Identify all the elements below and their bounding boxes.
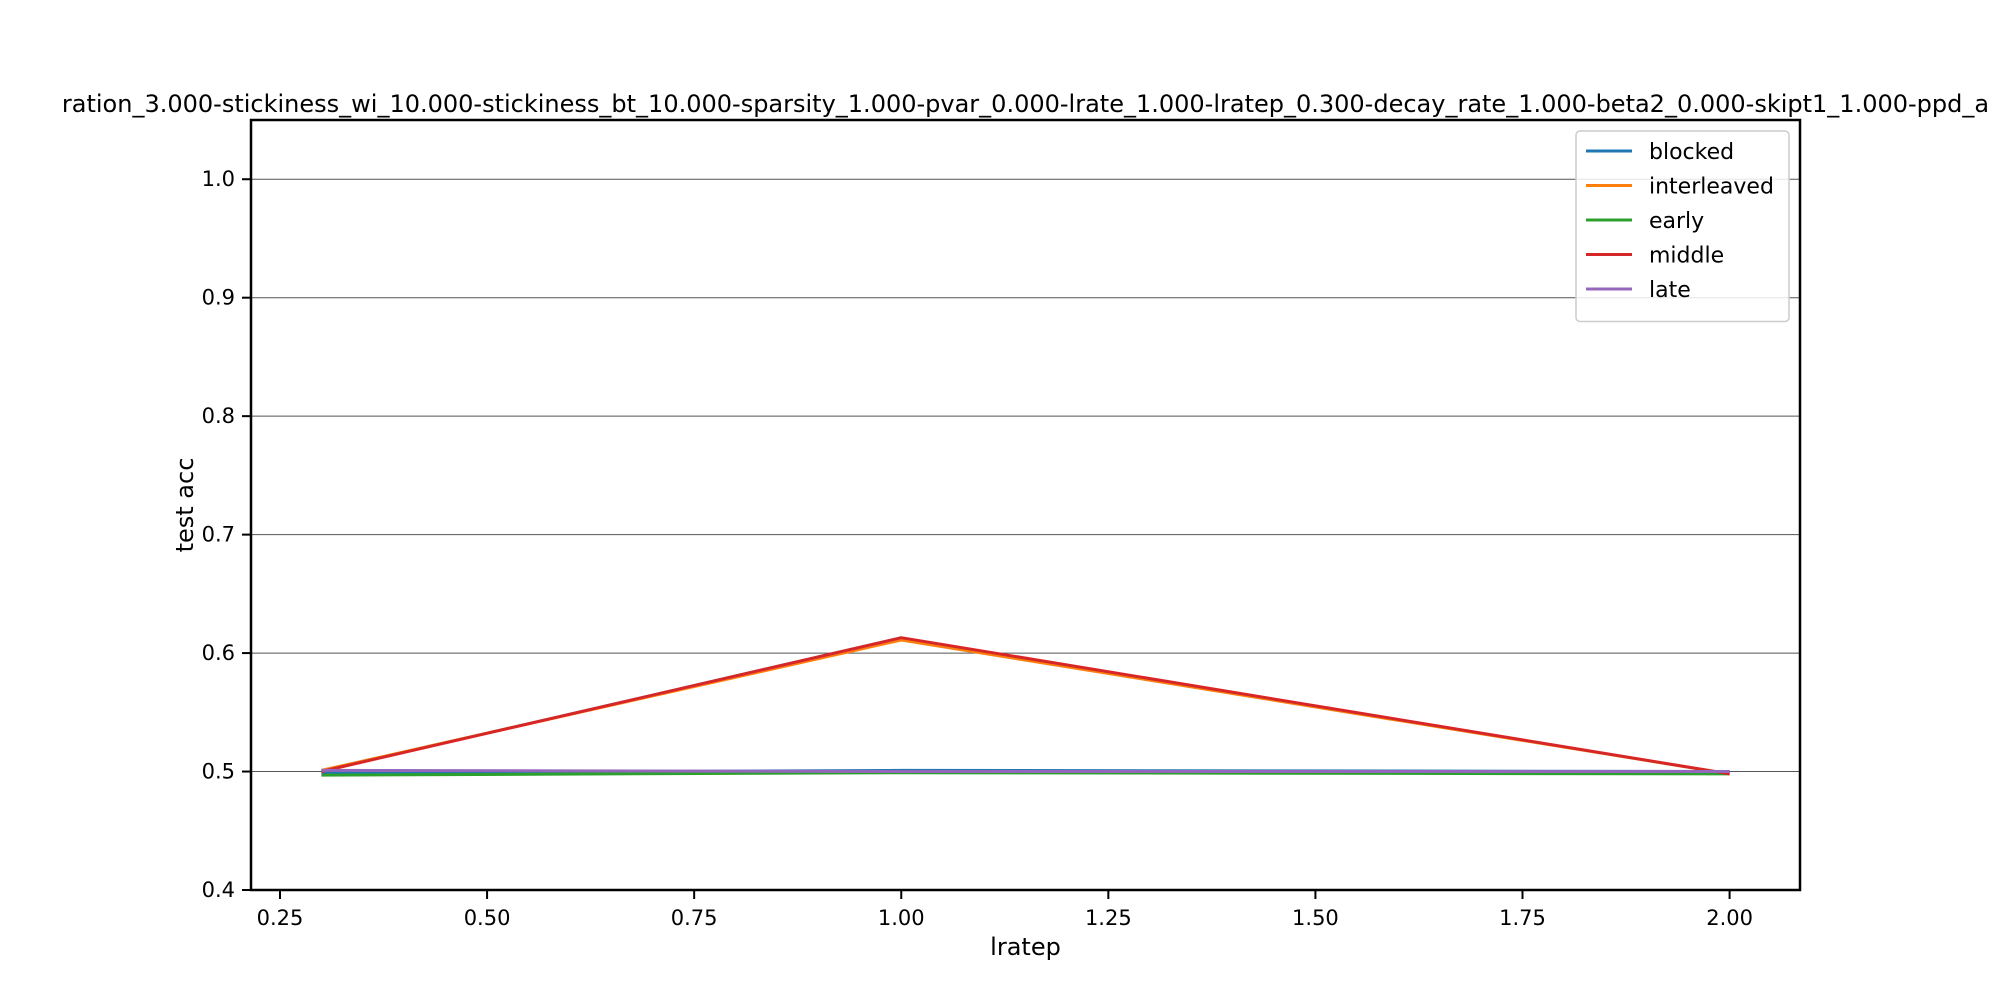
series-lines	[321, 636, 1730, 777]
y-tick-label: 0.7	[202, 523, 235, 547]
x-tick-label: 1.75	[1499, 906, 1546, 930]
legend-box	[1575, 130, 1790, 323]
x-tick-label: 0.25	[257, 906, 304, 930]
y-tick-label: 0.8	[202, 404, 235, 428]
y-tick-label: 0.9	[202, 286, 235, 310]
y-tick-label: 0.6	[202, 641, 235, 665]
legend-label-early: early	[1649, 209, 1704, 234]
y-tick-label: 1.0	[202, 167, 235, 191]
legend-label-interleaved: interleaved	[1649, 175, 1774, 200]
plot-frame	[249, 118, 1802, 892]
x-tick-label: 0.75	[671, 906, 718, 930]
x-tick-label: 1.00	[878, 906, 925, 930]
x-tick-label: 0.50	[464, 906, 511, 930]
legend-label-blocked: blocked	[1649, 140, 1734, 165]
series-line-middle	[321, 636, 1730, 776]
y-tick-label: 0.4	[202, 878, 235, 902]
legend: blocked interleaved early middle late	[1575, 130, 1790, 323]
x-tick-label: 1.25	[1085, 906, 1132, 930]
chart-title: ration_3.000-stickiness_wi_10.000-sticki…	[62, 90, 1989, 118]
legend-label-late: late	[1649, 278, 1691, 303]
series-line-late	[321, 768, 1730, 773]
legend-label-middle: middle	[1649, 244, 1724, 269]
series-line-interleaved	[321, 638, 1730, 776]
x-tick-label: 2.00	[1706, 906, 1753, 930]
x-tick-label: 1.50	[1292, 906, 1339, 930]
series-line-early	[321, 771, 1730, 777]
y-tick-label: 0.5	[202, 760, 235, 784]
y-axis-label: test acc	[171, 458, 199, 553]
x-axis-label: lratep	[990, 933, 1061, 961]
grid-lines	[251, 178, 1800, 891]
x-axis-ticks: 0.25 0.50 0.75 1.00 1.25 1.50 1.75 2.00	[257, 890, 1753, 930]
y-axis-ticks: 0.4 0.5 0.6 0.7 0.8 0.9 1.0	[202, 167, 251, 902]
